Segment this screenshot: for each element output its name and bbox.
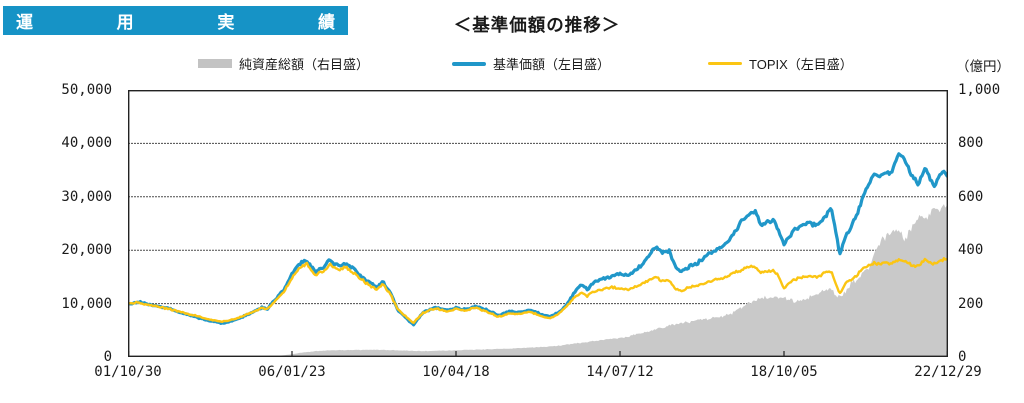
x-axis-label-4: 14/07/12 xyxy=(586,364,654,380)
x-axis-label-6: 22/12/29 xyxy=(914,364,982,380)
left-axis-tick-50000: 50,000 xyxy=(61,82,112,98)
nav-line-swatch-icon xyxy=(452,61,486,66)
legend-label-net-assets: 純資産総額（右目盛） xyxy=(239,57,370,72)
legend-item-nav: 基準価額（左目盛） xyxy=(452,55,610,72)
right-axis-unit-label: （億円） xyxy=(956,59,1010,74)
x-axis-label-2: 06/01/23 xyxy=(258,364,326,380)
legend-label-topix: TOPIX（左目盛） xyxy=(749,57,853,72)
right-axis-tick-200: 200 xyxy=(958,296,984,312)
topix-line-swatch-icon xyxy=(708,62,742,65)
net-assets-area-swatch-icon xyxy=(198,59,232,68)
chart-plot xyxy=(128,90,948,357)
right-axis-tick-1000: 1,000 xyxy=(958,82,1001,98)
right-axis-tick-600: 600 xyxy=(958,189,984,205)
x-axis-label-3: 10/04/18 xyxy=(422,364,490,380)
banner-char-2: 用 xyxy=(116,13,134,32)
left-axis-tick-0: 0 xyxy=(103,349,112,365)
left-axis-tick-10000: 10,000 xyxy=(61,296,112,312)
banner-char-4: 績 xyxy=(317,13,335,32)
banner-char-3: 実 xyxy=(217,13,235,32)
x-axis-label-1: 01/10/30 xyxy=(94,364,162,380)
left-axis-tick-30000: 30,000 xyxy=(61,189,112,205)
left-axis-tick-40000: 40,000 xyxy=(61,135,112,151)
right-axis-tick-800: 800 xyxy=(958,135,984,151)
chart-title: ＜基準価額の推移＞ xyxy=(453,15,621,35)
right-axis-tick-400: 400 xyxy=(958,242,984,258)
x-axis-label-5: 18/10/05 xyxy=(750,364,818,380)
legend-item-topix: TOPIX（左目盛） xyxy=(708,55,853,72)
left-axis-tick-20000: 20,000 xyxy=(61,242,112,258)
section-banner: 運 用 実 績 xyxy=(3,6,348,35)
legend-item-net-assets: 純資産総額（右目盛） xyxy=(198,55,369,72)
right-axis-tick-0: 0 xyxy=(958,349,967,365)
legend-label-nav: 基準価額（左目盛） xyxy=(493,57,611,72)
banner-char-1: 運 xyxy=(16,13,33,32)
